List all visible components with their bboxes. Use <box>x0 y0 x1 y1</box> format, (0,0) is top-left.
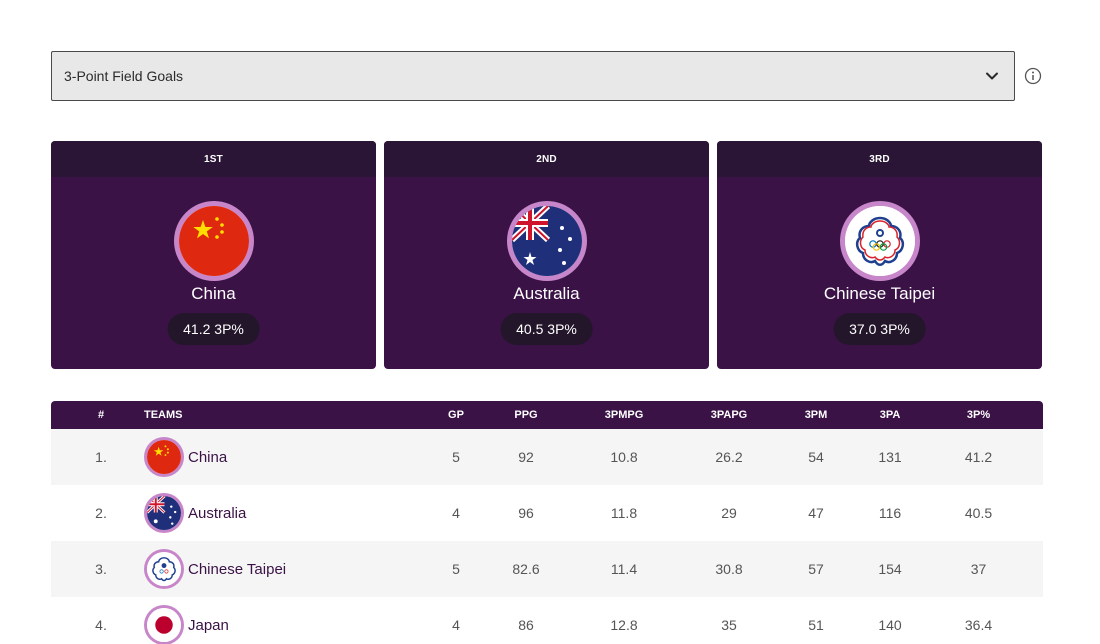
japan-flag-icon <box>144 605 184 644</box>
table-row[interactable]: 4. Japan 4 86 12.8 35 51 140 36.4 <box>51 597 1043 644</box>
chevron-down-icon <box>984 68 1000 84</box>
cell-3pa: 131 <box>878 449 902 465</box>
col-header-3p-pct[interactable]: 3P% <box>966 409 991 421</box>
chinese-taipei-flag-icon <box>839 201 920 281</box>
cell-3p-pct: 37 <box>970 561 987 577</box>
col-header-ppg[interactable]: PPG <box>514 409 538 421</box>
team-name-link[interactable]: Japan <box>188 616 229 634</box>
stat-selector-row: 3-Point Field Goals <box>51 51 1051 101</box>
col-header-teams-label: TEAMS <box>144 409 183 421</box>
china-flag-icon <box>173 201 254 281</box>
cell-3pmpg: 12.8 <box>610 617 638 633</box>
cell-gp: 5 <box>452 449 460 465</box>
cell-3p-pct: 41.2 <box>964 449 993 465</box>
col-header-rank[interactable]: # <box>97 409 105 421</box>
cell-3pmpg: 11.4 <box>610 561 638 577</box>
podium-country: Chinese Taipei <box>823 284 936 303</box>
podium-card-1[interactable]: 1ST China 41.2 3P% <box>51 141 376 369</box>
col-header-3pm[interactable]: 3PM <box>804 409 828 421</box>
row-team[interactable]: Japan <box>144 605 421 644</box>
cell-3papg: 29 <box>721 505 737 521</box>
cell-3p-pct: 36.4 <box>964 617 993 633</box>
cell-3pmpg: 11.8 <box>610 505 638 521</box>
podium-rank-label: 2ND <box>384 141 709 177</box>
table-header: # TEAMS GP PPG 3PMPG 3PAPG 3PM 3PA 3P% <box>51 401 1043 429</box>
team-name-link[interactable]: Chinese Taipei <box>188 560 287 578</box>
team-name-link[interactable]: Australia <box>188 504 247 522</box>
cell-3pm: 47 <box>808 505 824 521</box>
podium-rank-label: 3RD <box>717 141 1042 177</box>
cell-ppg: 82.6 <box>512 561 540 577</box>
podium-card-3[interactable]: 3RD Chinese Taipei 37.0 3P% <box>717 141 1042 369</box>
cell-3pmpg: 10.8 <box>610 449 638 465</box>
podium-country: Australia <box>513 284 580 303</box>
australia-flag-icon <box>144 493 184 533</box>
row-rank: 3. <box>95 561 107 577</box>
table-row[interactable]: 3. Chinese Taipei 5 82.6 11.4 30.8 57 15… <box>51 541 1043 597</box>
team-stats-table: # TEAMS GP PPG 3PMPG 3PAPG 3PM 3PA 3P% 1… <box>51 401 1043 644</box>
col-header-gp[interactable]: GP <box>448 409 464 421</box>
row-rank: 2. <box>95 505 107 521</box>
china-flag-icon <box>144 437 184 477</box>
col-header-teams[interactable]: TEAMS <box>144 409 421 421</box>
podium-card-2[interactable]: 2ND Austral <box>384 141 709 369</box>
podium-stat-badge: 40.5 3P% <box>500 313 593 345</box>
podium-country: China <box>191 284 236 303</box>
cell-3pa: 140 <box>878 617 902 633</box>
podium-stat-badge: 37.0 3P% <box>833 313 926 345</box>
row-rank: 1. <box>95 449 107 465</box>
cell-3pa: 154 <box>878 561 902 577</box>
cell-ppg: 86 <box>518 617 534 633</box>
australia-flag-icon <box>506 201 587 281</box>
col-header-3papg[interactable]: 3PAPG <box>710 409 748 421</box>
cell-3papg: 35 <box>721 617 737 633</box>
cell-3pm: 57 <box>808 561 824 577</box>
row-team[interactable]: Chinese Taipei <box>144 549 421 589</box>
team-name-link[interactable]: China <box>188 448 228 466</box>
col-header-3pa[interactable]: 3PA <box>879 409 901 421</box>
chinese-taipei-flag-icon <box>144 549 184 589</box>
podium-stat-badge: 41.2 3P% <box>167 313 260 345</box>
cell-3papg: 26.2 <box>715 449 743 465</box>
cell-gp: 4 <box>452 505 460 521</box>
cell-3pm: 54 <box>808 449 824 465</box>
podium-rank-label: 1ST <box>51 141 376 177</box>
cell-gp: 5 <box>452 561 460 577</box>
row-rank: 4. <box>95 617 107 633</box>
info-icon[interactable] <box>1024 67 1042 85</box>
stat-category-dropdown[interactable]: 3-Point Field Goals <box>51 51 1015 101</box>
cell-gp: 4 <box>452 617 460 633</box>
cell-ppg: 96 <box>518 505 534 521</box>
cell-3pa: 116 <box>878 505 902 521</box>
cell-3pm: 51 <box>808 617 824 633</box>
col-header-3pmpg[interactable]: 3PMPG <box>604 409 644 421</box>
podium-cards: 1ST China 41.2 3P% 2ND <box>51 141 1042 369</box>
table-row[interactable]: 2. <box>51 485 1043 541</box>
table-row[interactable]: 1. China 5 92 10.8 26.2 54 1 <box>51 429 1043 485</box>
cell-ppg: 92 <box>518 449 534 465</box>
row-team[interactable]: Australia <box>144 493 421 533</box>
row-team[interactable]: China <box>144 437 421 477</box>
stat-category-selected: 3-Point Field Goals <box>64 68 184 84</box>
cell-3papg: 30.8 <box>715 561 743 577</box>
cell-3p-pct: 40.5 <box>964 505 993 521</box>
